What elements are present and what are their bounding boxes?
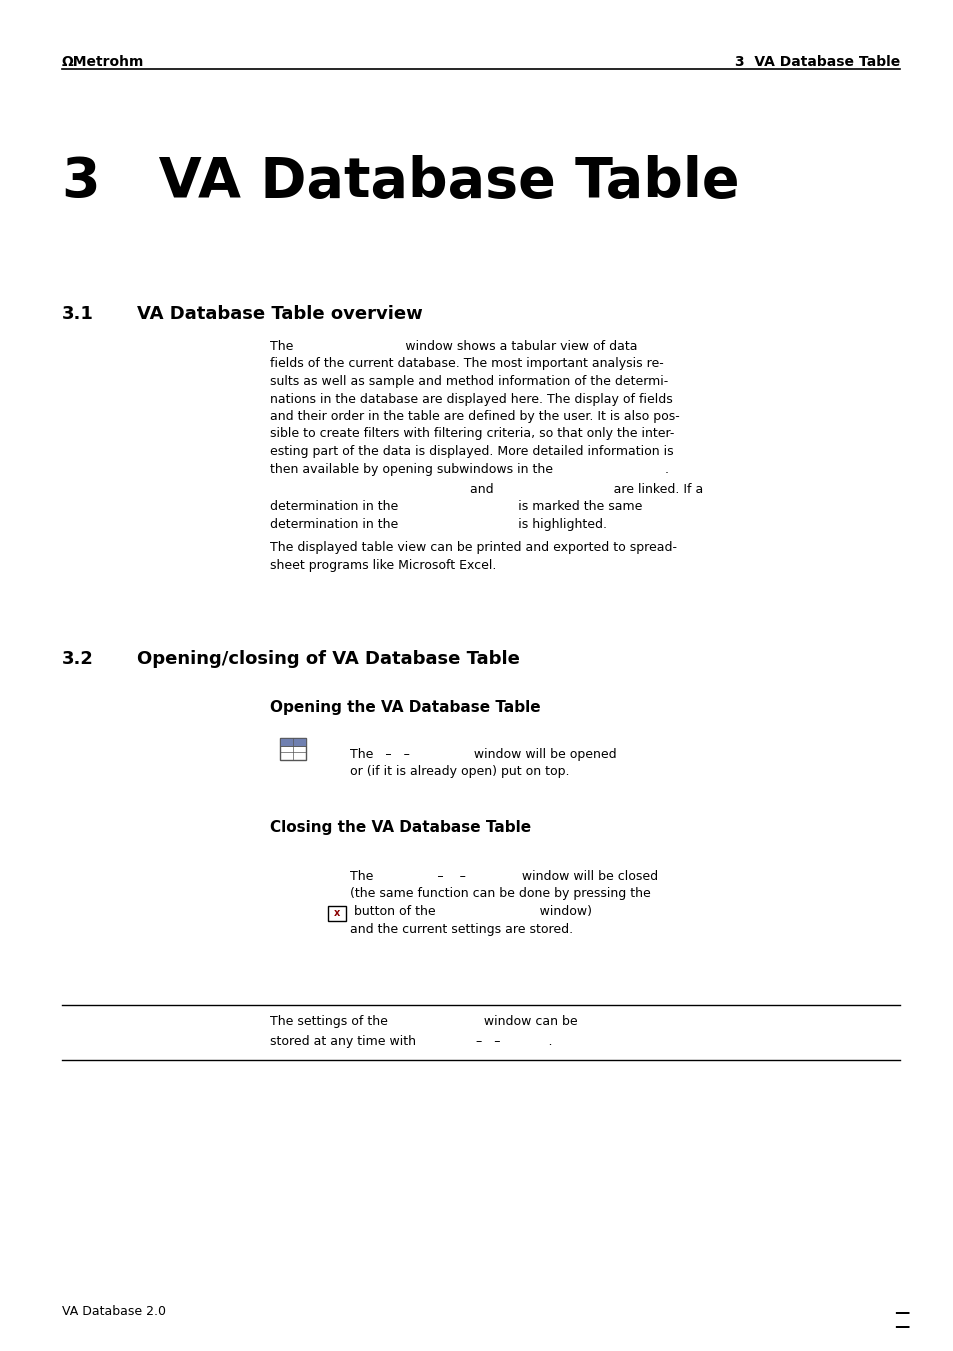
Text: sults as well as sample and method information of the determi-: sults as well as sample and method infor… [270, 376, 667, 388]
Text: The   –   –                window will be opened: The – – window will be opened [350, 748, 616, 761]
Text: The                –    –              window will be closed: The – – window will be closed [350, 870, 658, 884]
Text: Opening/closing of VA Database Table: Opening/closing of VA Database Table [137, 650, 519, 667]
Text: VA Database 2.0: VA Database 2.0 [62, 1305, 166, 1319]
Text: button of the                          window): button of the window) [350, 905, 592, 917]
Text: (the same function can be done by pressing the: (the same function can be done by pressi… [350, 888, 650, 901]
Text: 3.2: 3.2 [62, 650, 93, 667]
Text: sheet programs like Microsoft Excel.: sheet programs like Microsoft Excel. [270, 559, 496, 571]
Text: Opening the VA Database Table: Opening the VA Database Table [270, 700, 540, 715]
Text: VA Database Table overview: VA Database Table overview [137, 305, 422, 323]
Text: and                              are linked. If a: and are linked. If a [350, 484, 702, 496]
Text: determination in the                              is marked the same: determination in the is marked the same [270, 500, 641, 513]
Text: and their order in the table are defined by the user. It is also pos-: and their order in the table are defined… [270, 409, 679, 423]
Text: esting part of the data is displayed. More detailed information is: esting part of the data is displayed. Mo… [270, 444, 673, 458]
Text: —: — [894, 1305, 909, 1320]
Text: ΩMetrohm: ΩMetrohm [62, 55, 144, 69]
Text: and the current settings are stored.: and the current settings are stored. [350, 923, 573, 935]
Text: then available by opening subwindows in the                            .: then available by opening subwindows in … [270, 462, 668, 476]
Text: The                            window shows a tabular view of data: The window shows a tabular view of data [270, 340, 637, 353]
Text: or (if it is already open) put on top.: or (if it is already open) put on top. [350, 766, 569, 778]
Text: determination in the                              is highlighted.: determination in the is highlighted. [270, 517, 606, 531]
Text: stored at any time with               –   –            .: stored at any time with – – . [270, 1035, 552, 1047]
Text: The settings of the                        window can be: The settings of the window can be [270, 1015, 577, 1028]
Text: nations in the database are displayed here. The display of fields: nations in the database are displayed he… [270, 393, 672, 405]
Text: —: — [894, 1319, 909, 1333]
Text: x: x [334, 908, 340, 919]
Text: The displayed table view can be printed and exported to spread-: The displayed table view can be printed … [270, 542, 677, 554]
Text: 3  VA Database Table: 3 VA Database Table [734, 55, 899, 69]
Bar [280, 738, 306, 746]
Text: 3.1: 3.1 [62, 305, 93, 323]
Text: sible to create filters with filtering criteria, so that only the inter-: sible to create filters with filtering c… [270, 427, 674, 440]
Text: fields of the current database. The most important analysis re-: fields of the current database. The most… [270, 358, 663, 370]
Bar [328, 907, 346, 921]
Bar [280, 738, 306, 761]
Text: Closing the VA Database Table: Closing the VA Database Table [270, 820, 531, 835]
Text: 3   VA Database Table: 3 VA Database Table [62, 155, 739, 209]
